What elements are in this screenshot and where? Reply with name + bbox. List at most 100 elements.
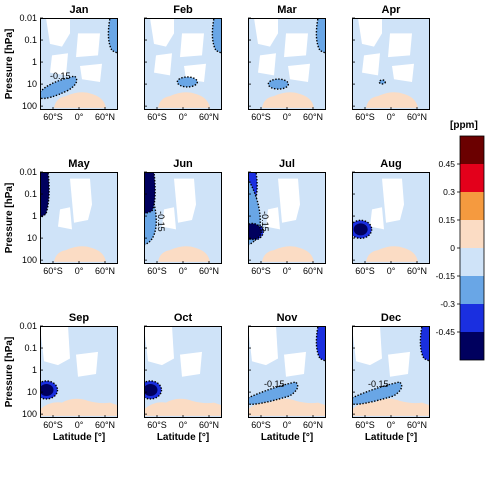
panel-title: May <box>68 158 90 170</box>
x-tick-label: 60°S <box>43 112 63 122</box>
colorbar-segment <box>460 304 484 332</box>
contour-feature <box>144 380 163 400</box>
panel-sep: Sep 0.01 0.1 1 10 100 60°S 0° 60°N Pressure [hPa]… <box>4 312 118 443</box>
x-tick-label: 60°N <box>95 112 115 122</box>
y-tick-label: 1 <box>32 211 37 221</box>
x-tick-label: 60°N <box>95 420 115 430</box>
colorbar-segment <box>460 164 484 192</box>
y-tick-label: 1 <box>32 365 37 375</box>
contour-feature <box>40 380 59 400</box>
panel-feb: Feb 60°S 0° 60°N <box>144 4 222 122</box>
x-tick-label: 60°S <box>43 420 63 430</box>
y-tick-label: 0.1 <box>24 35 37 45</box>
contour-feature <box>352 381 403 405</box>
x-tick-label: 60°S <box>147 266 167 276</box>
contour-feature <box>211 18 222 55</box>
y-tick-label: 1 <box>32 57 37 67</box>
panel-mar: Mar 60°S 0° 60°N <box>248 4 326 122</box>
x-tick-label: 60°N <box>407 420 427 430</box>
contour-feature <box>248 381 299 405</box>
contour-feature <box>40 75 78 100</box>
contour-feature <box>315 326 326 363</box>
y-tick-label: 100 <box>22 255 37 265</box>
x-tick-label: 60°N <box>199 112 219 122</box>
x-tick-label: 0° <box>283 420 292 430</box>
x-tick-label: 60°S <box>251 112 271 122</box>
y-tick-label: 0.1 <box>24 343 37 353</box>
panel-apr: Apr 60°S 0° 60°N <box>352 4 430 122</box>
colorbar-tick-label: -0.15 <box>436 271 456 281</box>
contour-feature <box>378 79 387 85</box>
y-tick-label: 0.01 <box>19 167 37 177</box>
colorbar-tick-label: 0.45 <box>438 159 455 169</box>
x-tick-label: 60°S <box>355 420 375 430</box>
x-tick-label: 60°N <box>407 112 427 122</box>
x-tick-label: 60°N <box>303 266 323 276</box>
panel-title: Apr <box>382 4 402 16</box>
colorbar-tick-label: 0 <box>450 243 455 253</box>
x-axis-label: Latitude [°] <box>261 432 313 443</box>
x-axis-label: Latitude [°] <box>365 432 417 443</box>
contour-label: -0.15 <box>264 379 285 389</box>
y-axis-label: Pressure [hPa] <box>4 337 15 408</box>
colorbar-tick-label: 0.3 <box>443 187 455 197</box>
contour-feature <box>419 326 430 363</box>
panel-nov: -0.15 Nov 60°S 0° 60°N Latitude [°] <box>248 312 326 443</box>
x-axis-label: Latitude [°] <box>53 432 105 443</box>
y-axis-label: Pressure [hPa] <box>4 29 15 100</box>
y-tick-label: 0.01 <box>19 321 37 331</box>
y-tick-label: 10 <box>27 79 37 89</box>
x-tick-label: 60°S <box>43 266 63 276</box>
y-tick-label: 0.01 <box>19 13 37 23</box>
y-tick-label: 0.1 <box>24 189 37 199</box>
x-tick-label: 60°N <box>303 420 323 430</box>
x-tick-label: 0° <box>283 112 292 122</box>
contour-feature <box>267 78 290 90</box>
panel-title: Oct <box>174 312 193 324</box>
x-tick-label: 0° <box>75 266 84 276</box>
x-tick-label: 0° <box>387 420 396 430</box>
contour-feature <box>352 219 373 240</box>
x-tick-label: 60°S <box>355 266 375 276</box>
y-tick-label: 100 <box>22 409 37 419</box>
colorbar-segment <box>460 276 484 304</box>
panel-title: Dec <box>381 312 401 324</box>
panel-title: Mar <box>277 4 297 16</box>
contour-label: -0.15 <box>260 211 270 232</box>
x-tick-label: 60°S <box>251 266 271 276</box>
colorbar-segment <box>460 332 484 360</box>
panel-title: Jun <box>173 158 193 170</box>
contour-feature <box>315 18 326 55</box>
panel-may: May 0.01 0.1 1 10 100 60°S 0° 60°N Pressure [hPa] <box>4 158 118 276</box>
contour-feature <box>40 172 50 219</box>
y-tick-label: 100 <box>22 101 37 111</box>
panel-title: Feb <box>173 4 193 16</box>
contour-label: -0.15 <box>368 379 389 389</box>
panel-title: Jan <box>70 4 89 16</box>
y-tick-label: 10 <box>27 387 37 397</box>
colorbar-segment <box>460 248 484 276</box>
x-tick-label: 0° <box>75 112 84 122</box>
y-axis-label: Pressure [hPa] <box>4 183 15 254</box>
y-tick-label: 10 <box>27 233 37 243</box>
panel-oct: Oct 60°S 0° 60°N Latitude [°] <box>144 312 222 443</box>
x-tick-label: 0° <box>179 420 188 430</box>
panel-title: Jul <box>279 158 295 170</box>
x-axis-label: Latitude [°] <box>157 432 209 443</box>
x-tick-label: 60°S <box>251 420 271 430</box>
x-tick-label: 0° <box>179 266 188 276</box>
x-tick-label: 0° <box>387 112 396 122</box>
x-tick-label: 60°S <box>147 420 167 430</box>
x-tick-label: 0° <box>283 266 292 276</box>
panel-jun: -0.15 Jun 60°S 0° 60°N <box>144 158 222 276</box>
contour-feature <box>107 18 118 55</box>
x-tick-label: 60°N <box>407 266 427 276</box>
x-tick-label: 0° <box>387 266 396 276</box>
x-tick-label: 60°S <box>147 112 167 122</box>
x-tick-label: 60°S <box>355 112 375 122</box>
panel-dec: -0.15 Dec 60°S 0° 60°N Latitude [°] <box>352 312 430 443</box>
x-tick-label: 0° <box>75 420 84 430</box>
colorbar-segment <box>460 220 484 248</box>
contour-label: -0.15 <box>50 71 71 81</box>
colorbar-segment <box>460 136 484 164</box>
